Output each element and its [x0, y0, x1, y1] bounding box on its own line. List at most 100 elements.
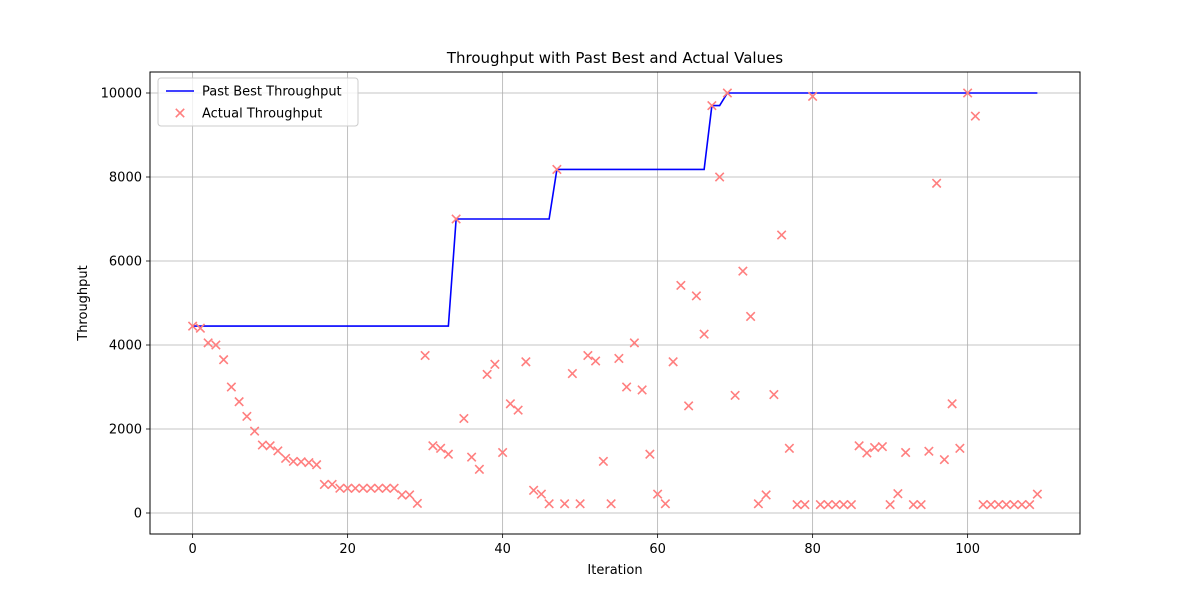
- actual-throughput-point: [955, 443, 965, 454]
- actual-throughput-point: [862, 448, 872, 458]
- actual-throughput-point: [567, 368, 578, 379]
- actual-throughput-point: [575, 498, 585, 509]
- actual-throughput-point: [745, 311, 756, 322]
- actual-throughput-point: [1024, 499, 1035, 510]
- actual-throughput-point: [187, 321, 198, 331]
- actual-throughput-point: [1032, 489, 1043, 499]
- actual-throughput-point: [459, 413, 469, 424]
- y-tick-label: 4000: [109, 339, 142, 354]
- axis-ticks: 0 20 40 60 80 100 0 2000 4000 6000 8000 10000: [101, 87, 980, 558]
- actual-throughput-point: [335, 483, 345, 493]
- legend-entry-actual: Actual Throughput: [202, 107, 322, 122]
- actual-throughput-point: [947, 399, 957, 409]
- actual-throughput-point: [249, 426, 260, 436]
- actual-throughput-point: [513, 405, 523, 415]
- actual-throughput-point: [807, 91, 818, 102]
- actual-throughput-point: [931, 178, 942, 189]
- x-tick-label: 80: [804, 542, 821, 557]
- actual-throughput-point: [350, 483, 361, 493]
- actual-throughput-point: [621, 382, 632, 392]
- plot-series: [187, 88, 1043, 510]
- actual-throughput-point: [536, 489, 547, 499]
- actual-throughput-point: [497, 447, 508, 458]
- actual-throughput-point: [900, 447, 911, 458]
- actual-throughput-point: [273, 446, 283, 456]
- actual-throughput-point: [451, 214, 461, 224]
- actual-throughput-point: [428, 441, 438, 451]
- actual-throughput-point: [559, 498, 570, 509]
- actual-throughput-point: [265, 441, 275, 451]
- actual-throughput-point: [598, 456, 609, 467]
- chart-title: Throughput with Past Best and Actual Val…: [446, 49, 783, 67]
- actual-throughput-point: [288, 456, 299, 467]
- actual-throughput-point: [707, 100, 717, 111]
- actual-throughput-point: [753, 498, 764, 509]
- actual-throughput-point: [381, 483, 392, 493]
- actual-throughput-point: [234, 396, 244, 407]
- y-tick-label: 6000: [109, 255, 142, 270]
- actual-throughput-point: [676, 280, 686, 291]
- plot-frame: [149, 71, 1081, 535]
- y-tick-label: 2000: [109, 423, 142, 438]
- actual-throughput-point: [800, 499, 810, 510]
- actual-throughput-point: [815, 499, 826, 510]
- x-tick-label: 100: [955, 542, 980, 557]
- actual-throughput-point: [885, 499, 895, 510]
- actual-throughput-point: [195, 323, 206, 333]
- actual-throughput-point: [714, 172, 725, 182]
- actual-throughput-point: [505, 399, 516, 409]
- actual-throughput-point: [924, 446, 934, 457]
- actual-throughput-point: [916, 499, 926, 510]
- actual-throughput-point: [908, 499, 919, 510]
- actual-throughput-point: [738, 266, 748, 276]
- actual-throughput-point: [257, 440, 268, 450]
- x-axis-label: Iteration: [587, 563, 642, 578]
- actual-throughput-point: [342, 483, 353, 493]
- legend-box: [157, 77, 359, 127]
- actual-throughput-point: [792, 499, 802, 510]
- actual-throughput-point: [420, 350, 430, 361]
- actual-throughput-point: [606, 498, 616, 509]
- actual-throughput-point: [823, 499, 833, 510]
- actual-throughput-point: [583, 350, 593, 361]
- actual-throughput-point: [296, 456, 306, 467]
- actual-throughput-point: [893, 488, 903, 499]
- actual-throughput-point: [645, 449, 655, 459]
- actual-throughput-point: [877, 441, 888, 452]
- actual-throughput-point: [962, 88, 973, 98]
- actual-throughput-point: [404, 490, 415, 500]
- actual-throughput-point: [1009, 499, 1019, 510]
- actual-throughput-point: [993, 499, 1004, 510]
- actual-throughput-point: [978, 499, 988, 510]
- actual-throughput-point: [629, 338, 640, 348]
- actual-throughput-point: [730, 390, 740, 401]
- actual-throughput-point: [854, 441, 864, 451]
- actual-throughput-point: [769, 389, 779, 400]
- actual-throughput-point: [218, 354, 229, 365]
- actual-throughput-point: [939, 454, 950, 465]
- actual-throughput-point: [412, 498, 423, 509]
- actual-throughput-point: [203, 338, 213, 348]
- y-tick-label: 8000: [109, 171, 142, 186]
- legend: Past Best Throughput Actual Throughput: [157, 77, 359, 127]
- actual-throughput-point: [637, 385, 647, 395]
- legend-marker-swatch: [175, 108, 185, 118]
- actual-throughput-point: [838, 499, 849, 510]
- grid-lines: [150, 72, 1080, 534]
- actual-throughput-point: [521, 357, 531, 367]
- x-tick-label: 60: [649, 542, 666, 557]
- x-tick-label: 20: [339, 542, 356, 557]
- actual-throughput-point: [869, 442, 880, 453]
- actual-throughput-point: [986, 499, 996, 510]
- actual-throughput-point: [1001, 499, 1012, 510]
- x-tick-label: 40: [494, 542, 511, 557]
- actual-throughput-point: [722, 88, 733, 98]
- actual-throughput-point: [552, 164, 562, 175]
- actual-throughput-point: [373, 483, 384, 493]
- actual-throughput-point: [327, 479, 337, 490]
- actual-throughput-point: [614, 353, 624, 364]
- actual-throughput-point: [590, 356, 601, 366]
- actual-throughput-point: [776, 230, 787, 240]
- actual-throughput-point: [482, 369, 492, 380]
- actual-throughput-point: [366, 483, 376, 493]
